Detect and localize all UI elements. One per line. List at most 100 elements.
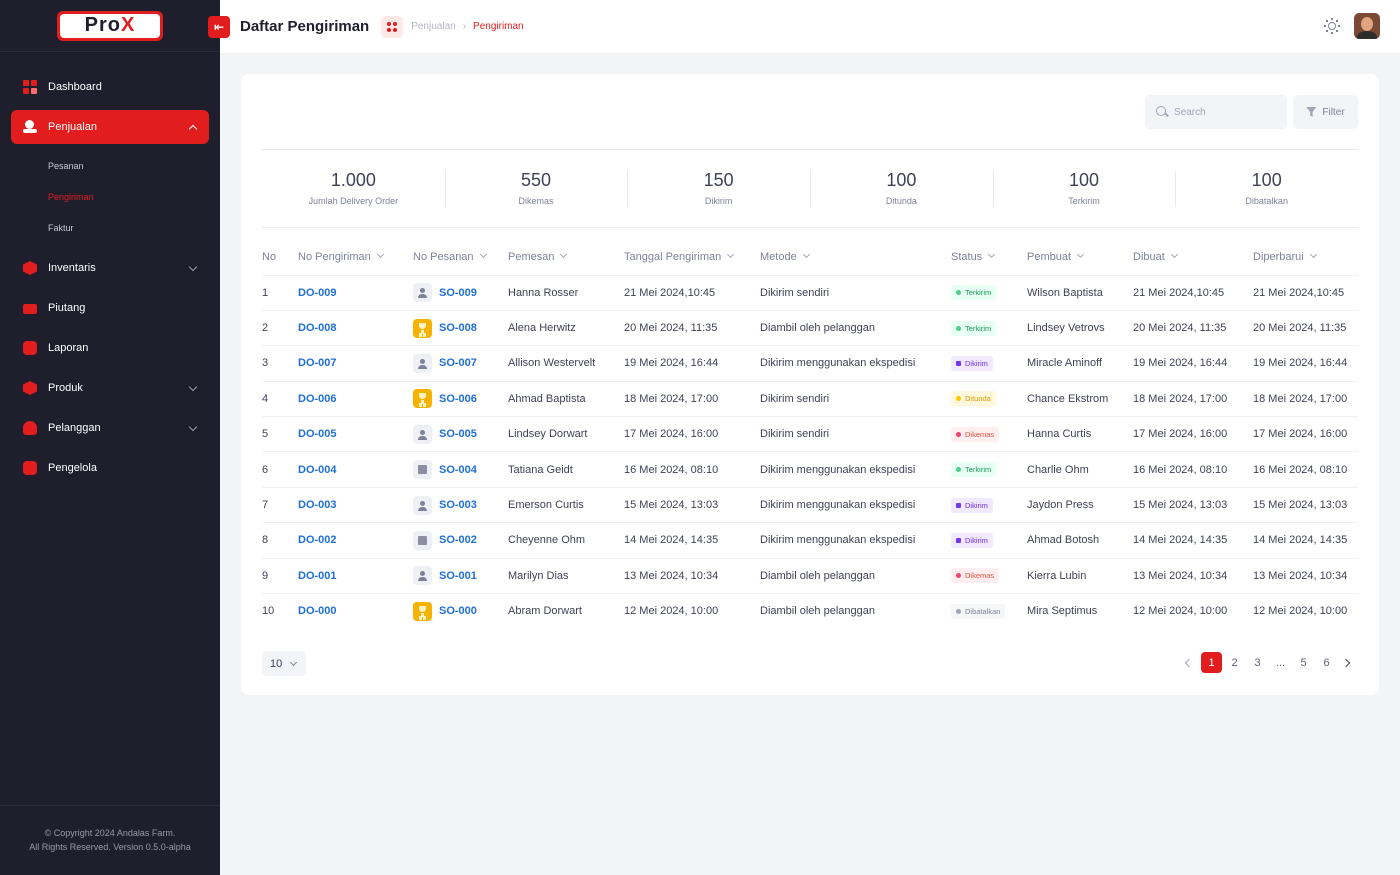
pagination-next-chevron-icon[interactable] <box>1337 652 1358 673</box>
sidebar-item-pelanggan[interactable]: Pelanggan <box>11 411 209 445</box>
manager-icon <box>23 461 37 475</box>
column-header-diperbarui[interactable]: Diperbarui <box>1253 240 1358 276</box>
cell-no-pesanan: SO-008 <box>413 310 508 347</box>
column-header-pemesan[interactable]: Pemesan <box>508 240 624 276</box>
sidebar-item-pengelola[interactable]: Pengelola <box>11 451 209 485</box>
table-row[interactable]: 3 DO-007 SO-007 Allison Westervelt 19 Mei 20… <box>262 345 1358 382</box>
delivery-number-link[interactable]: DO-006 <box>298 392 337 405</box>
order-number-link[interactable]: SO-003 <box>439 499 477 512</box>
dashboard-icon <box>23 80 37 94</box>
cell-tanggal: 18 Mei 2024, 17:00 <box>624 381 760 418</box>
table-row[interactable]: 8 DO-002 SO-002 Cheyenne Ohm 14 Mei 2024, 14… <box>262 522 1358 559</box>
trophy-icon <box>413 389 432 409</box>
sidebar-submenu-penjualan: Pesanan Pengiriman Faktur <box>0 150 220 243</box>
store-icon <box>413 460 432 480</box>
sidebar-item-laporan[interactable]: Laporan <box>11 331 209 365</box>
delivery-number-link[interactable]: DO-005 <box>298 428 337 441</box>
order-number-link[interactable]: SO-006 <box>439 392 477 405</box>
pagination-page-5[interactable]: 5 <box>1300 656 1307 669</box>
table-row[interactable]: 1 DO-009 SO-009 Hanna Rosser 21 Mei 2024,10:… <box>262 275 1358 311</box>
column-header-no-pengiriman[interactable]: No Pengiriman <box>298 240 413 276</box>
order-number-link[interactable]: SO-004 <box>439 463 477 476</box>
cell-tanggal: 20 Mei 2024, 11:35 <box>624 310 760 347</box>
delivery-number-link[interactable]: DO-001 <box>298 569 337 582</box>
order-number-link[interactable]: SO-002 <box>439 534 477 547</box>
theme-toggle-sun-icon[interactable] <box>1324 18 1340 34</box>
sidebar-subitem-pesanan[interactable]: Pesanan <box>48 160 84 171</box>
delivery-number-link[interactable]: DO-003 <box>298 499 337 512</box>
pagination-page-2[interactable]: 2 <box>1231 656 1238 669</box>
pagination-page-6[interactable]: 6 <box>1323 656 1330 669</box>
column-header-pembuat[interactable]: Pembuat <box>1027 240 1133 276</box>
order-number-link[interactable]: SO-001 <box>439 569 477 582</box>
table-row[interactable]: 10 DO-000 SO-000 Abram Dorwart 12 Mei 2024, … <box>262 594 1358 629</box>
pagination-page-3[interactable]: 3 <box>1254 656 1261 669</box>
copyright-line-2: All Rights Reserved. Version 0.5.0-alpha <box>29 842 191 852</box>
table-row[interactable]: 7 DO-003 SO-003 Emerson Curtis 15 Mei 2024, … <box>262 487 1358 524</box>
sort-chevron-icon <box>376 251 384 259</box>
copyright: © Copyright 2024 Andalas Farm. All Right… <box>0 826 220 854</box>
cell-no: 6 <box>262 451 298 488</box>
column-header-tanggal[interactable]: Tanggal Pengiriman <box>624 240 760 276</box>
sidebar-item-penjualan[interactable]: Penjualan <box>11 110 209 144</box>
order-number-link[interactable]: SO-007 <box>439 357 477 370</box>
sidebar-item-dashboard[interactable]: Dashboard <box>11 70 209 104</box>
avatar[interactable] <box>1354 13 1380 39</box>
search-input[interactable] <box>1174 106 1274 118</box>
sidebar-item-produk[interactable]: Produk <box>11 371 209 405</box>
sort-chevron-icon <box>727 251 735 259</box>
column-header-status[interactable]: Status <box>951 240 1027 276</box>
pagination-prev-chevron-icon[interactable] <box>1178 652 1199 673</box>
sidebar-item-piutang[interactable]: Piutang <box>11 291 209 325</box>
delivery-number-link[interactable]: DO-002 <box>298 534 337 547</box>
sidebar-subitem-pengiriman[interactable]: Pengiriman <box>48 191 94 202</box>
order-number-link[interactable]: SO-005 <box>439 428 477 441</box>
page-size-select[interactable]: 10 <box>262 651 306 676</box>
cell-pembuat: Jaydon Press <box>1027 487 1133 524</box>
delivery-number-link[interactable]: DO-000 <box>298 605 337 618</box>
column-header-metode[interactable]: Metode <box>760 240 951 276</box>
sidebar-subitem-faktur[interactable]: Faktur <box>48 222 74 233</box>
pagination-page-1[interactable]: 1 <box>1201 652 1222 673</box>
column-header-no[interactable]: No <box>262 240 298 276</box>
column-header-no-pesanan[interactable]: No Pesanan <box>413 240 508 276</box>
cell-no: 4 <box>262 381 298 418</box>
cell-metode: Dikirim menggunakan ekspedisi <box>760 522 951 559</box>
delivery-number-link[interactable]: DO-004 <box>298 463 337 476</box>
filter-button[interactable]: Filter <box>1293 95 1358 129</box>
delivery-number-link[interactable]: DO-007 <box>298 357 337 370</box>
divider-top <box>262 149 1358 150</box>
delivery-number-link[interactable]: DO-009 <box>298 286 337 299</box>
cell-tanggal: 19 Mei 2024, 16:44 <box>624 345 760 382</box>
collapse-sidebar-button[interactable]: ⇤ <box>208 15 230 38</box>
user-icon <box>413 424 432 444</box>
table-row[interactable]: 5 DO-005 SO-005 Lindsey Dorwart 17 Mei 2024,… <box>262 416 1358 453</box>
delivery-number-link[interactable]: DO-008 <box>298 322 337 335</box>
order-number-link[interactable]: SO-008 <box>439 322 477 335</box>
status-dot-icon <box>956 290 961 296</box>
cell-pemesan: Marilyn Dias <box>508 558 624 595</box>
cell-no: 3 <box>262 345 298 382</box>
status-badge: Terkirim <box>951 462 997 478</box>
table-row[interactable]: 4 DO-006 SO-006 Ahmad Baptista 18 Mei 2024, … <box>262 381 1358 418</box>
table-row[interactable]: 2 DO-008 SO-008 Alena Herwitz 20 Mei 2024, 1… <box>262 310 1358 347</box>
status-badge: Terkirim <box>951 320 997 336</box>
table-row[interactable]: 6 DO-004 SO-004 Tatiana Geidt 16 Mei 2024, 0… <box>262 451 1358 488</box>
breadcrumb-penjualan[interactable]: Penjualan <box>411 21 456 32</box>
sidebar-item-label: Pengelola <box>48 462 97 474</box>
report-icon <box>23 341 37 355</box>
arrow-left-icon: ⇤ <box>213 19 225 34</box>
search-box[interactable] <box>1145 95 1287 129</box>
order-number-link[interactable]: SO-000 <box>439 605 477 618</box>
stat-value: 150 <box>703 170 734 190</box>
column-header-dibuat[interactable]: Dibuat <box>1133 240 1253 276</box>
column-header-label: No Pesanan <box>413 251 474 264</box>
order-number-link[interactable]: SO-009 <box>439 286 477 299</box>
delivery-table: No No Pengiriman No Pesanan Pemesan Tang… <box>262 240 1358 629</box>
app-logo[interactable]: Pro X <box>57 10 163 41</box>
status-dot-icon <box>956 431 961 437</box>
table-row[interactable]: 9 DO-001 SO-001 Marilyn Dias 13 Mei 2024, 10… <box>262 558 1358 595</box>
sidebar-item-inventaris[interactable]: Inventaris <box>11 251 209 285</box>
stat-value: 550 <box>520 170 552 190</box>
cell-no: 5 <box>262 416 298 453</box>
